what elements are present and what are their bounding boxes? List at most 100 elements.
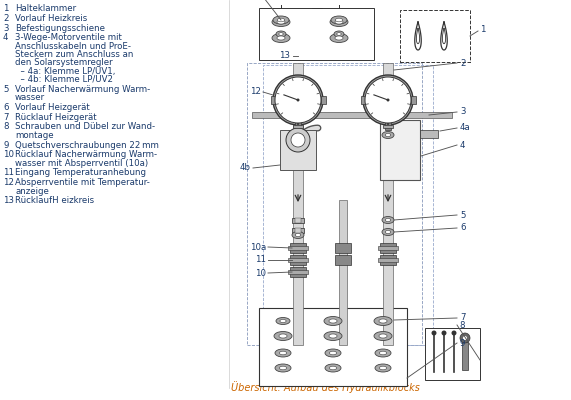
Circle shape [432,330,436,336]
Bar [295,228,301,232]
Bar [271,96,276,104]
Text: 1: 1 [480,26,485,34]
Ellipse shape [272,18,290,26]
Bar [295,122,301,130]
Ellipse shape [337,33,341,35]
Circle shape [297,123,299,125]
Ellipse shape [278,18,284,22]
Ellipse shape [279,351,287,355]
Bar [400,10,470,62]
Ellipse shape [329,319,337,323]
Ellipse shape [279,366,287,370]
Ellipse shape [375,364,391,372]
Text: 9: 9 [459,338,464,348]
Circle shape [441,330,447,336]
Bar [378,258,398,262]
Text: Rücklauf Nacherwärmung Warm-: Rücklauf Nacherwärmung Warm- [15,150,157,159]
Text: Quetschverschraubungen 22 mm: Quetschverschraubungen 22 mm [15,140,159,150]
Circle shape [275,77,321,123]
Text: wasser: wasser [15,93,45,102]
Text: 10: 10 [255,268,266,278]
Text: 10: 10 [3,150,14,159]
Text: Steckern zum Anschluss an: Steckern zum Anschluss an [15,50,134,59]
Bar [288,270,308,274]
Circle shape [387,98,389,102]
Ellipse shape [329,334,337,338]
Text: 2: 2 [3,14,9,23]
Circle shape [460,333,470,343]
Circle shape [452,330,456,336]
Ellipse shape [379,351,387,355]
Text: 6: 6 [3,103,9,112]
Bar [383,63,393,345]
Circle shape [286,128,310,152]
Text: Vorlauf Heizgerät: Vorlauf Heizgerät [15,103,90,112]
Ellipse shape [292,232,304,238]
Ellipse shape [335,36,343,40]
Bar [247,63,422,345]
Text: RücklaufH eizkreis: RücklaufH eizkreis [15,196,94,205]
Ellipse shape [295,234,301,236]
Text: Eingang Temperaturanhebung: Eingang Temperaturanhebung [15,168,146,178]
Text: 2: 2 [460,58,465,68]
Ellipse shape [385,134,391,136]
Text: 4: 4 [3,34,9,42]
Text: 11: 11 [3,168,14,178]
Ellipse shape [275,364,291,372]
Ellipse shape [272,34,290,42]
Ellipse shape [385,230,391,234]
Text: 3: 3 [460,108,465,116]
Text: Halteklammer: Halteklammer [15,4,76,13]
Text: 7: 7 [3,113,9,122]
Circle shape [273,75,323,125]
Text: Vorlauf Nacherwärmung Warm-: Vorlauf Nacherwärmung Warm- [15,85,150,94]
Bar [288,258,308,262]
Bar [339,200,347,345]
Text: 5: 5 [3,85,9,94]
Bar [295,218,301,222]
Ellipse shape [324,332,342,340]
Text: 3-Wege-Motorventile mit: 3-Wege-Motorventile mit [15,34,122,42]
Bar [380,120,420,180]
Circle shape [291,133,305,147]
Text: – 4a: Klemme LP/UV1,: – 4a: Klemme LP/UV1, [15,67,115,76]
Bar [288,246,308,250]
Ellipse shape [329,351,336,355]
Ellipse shape [335,18,343,22]
Text: – 4b: Klemme LP/UV2: – 4b: Klemme LP/UV2 [15,75,113,84]
Ellipse shape [330,34,348,42]
Text: montage: montage [15,131,54,140]
Text: Rücklauf Heizgerät: Rücklauf Heizgerät [15,113,96,122]
Text: 4: 4 [460,140,465,150]
Text: 5: 5 [460,210,465,220]
Bar [462,342,468,370]
Ellipse shape [277,36,285,40]
Text: 13: 13 [279,52,290,60]
Bar [411,96,416,104]
Ellipse shape [379,319,387,323]
Bar [420,130,438,138]
Text: Absperrventile mit Temperatur-: Absperrventile mit Temperatur- [15,178,150,187]
Ellipse shape [274,332,292,340]
Ellipse shape [382,228,394,236]
Text: 9: 9 [3,140,9,150]
Text: den Solarsystemregler: den Solarsystemregler [15,58,112,67]
Circle shape [363,75,413,125]
Ellipse shape [330,18,348,26]
Text: 10a: 10a [250,242,266,252]
Circle shape [387,123,389,125]
Ellipse shape [275,349,291,357]
Circle shape [296,98,300,102]
Ellipse shape [379,366,387,370]
Ellipse shape [382,216,394,224]
Bar [378,246,398,250]
Bar [252,112,452,118]
Ellipse shape [335,20,343,24]
Bar [259,8,374,60]
Text: 3: 3 [3,24,9,33]
Ellipse shape [329,366,336,370]
Text: Übersicht: Aufbau des Hydraulikblocks: Übersicht: Aufbau des Hydraulikblocks [231,381,420,393]
Text: anzeige: anzeige [15,186,49,196]
Ellipse shape [375,349,391,357]
Bar [293,125,303,128]
